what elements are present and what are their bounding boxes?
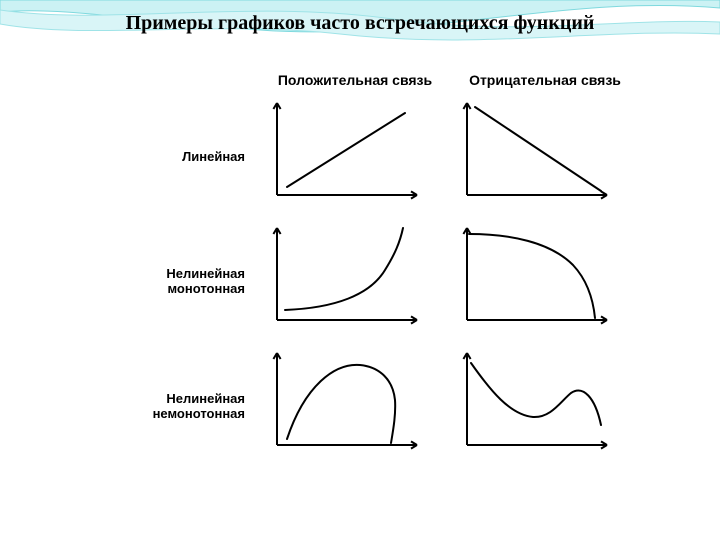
y-axis	[273, 103, 280, 195]
plot-r2-c0	[265, 345, 425, 460]
col-header-negative: Отрицательная связь	[455, 72, 635, 88]
y-axis	[463, 103, 470, 195]
col-header-positive: Положительная связь	[265, 72, 445, 88]
curve	[287, 365, 395, 443]
plot-r1-c1	[455, 220, 615, 335]
x-axis	[277, 191, 417, 198]
figure: Положительная связь Отрицательная связь …	[105, 70, 625, 490]
curve	[469, 234, 595, 318]
y-axis	[463, 353, 470, 445]
plot-r0-c1	[455, 95, 615, 210]
x-axis	[277, 316, 417, 323]
y-axis	[273, 353, 280, 445]
plot-r2-c1	[455, 345, 615, 460]
row-label-nonlinear-mono: Нелинейная монотонная	[105, 267, 245, 297]
plot-r1-c0	[265, 220, 425, 335]
row-label-linear: Линейная	[105, 150, 245, 165]
y-axis	[273, 228, 280, 320]
curve	[475, 107, 601, 191]
curve	[287, 113, 405, 187]
curve	[285, 228, 403, 310]
page-title: Примеры графиков часто встречающихся фун…	[0, 12, 720, 35]
plot-r0-c0	[265, 95, 425, 210]
row-label-nonlinear-nonmono: Нелинейная немонотонная	[105, 392, 245, 422]
curve	[471, 363, 601, 425]
x-axis	[467, 191, 607, 198]
x-axis	[467, 316, 607, 323]
x-axis	[277, 441, 417, 448]
x-axis	[467, 441, 607, 448]
y-axis	[463, 228, 470, 320]
